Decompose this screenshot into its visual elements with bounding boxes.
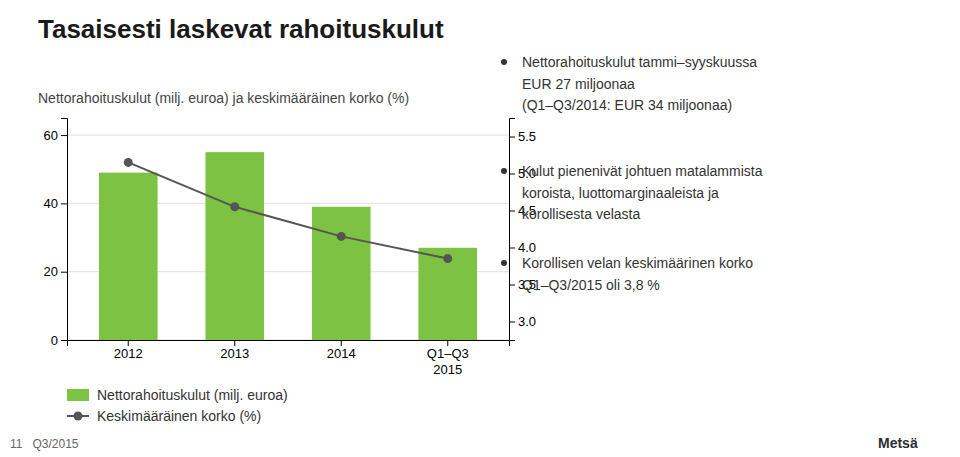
bullet-dot [501, 168, 507, 174]
tick-label-line: 2012 [114, 346, 143, 361]
tick: 5.5 [509, 129, 536, 144]
tick-mark [447, 340, 448, 346]
bullet-text: Korollisen velan keskimäärinen korko Q1–Q… [522, 255, 753, 293]
axis-line [68, 341, 510, 347]
tick-label-line: 2015 [433, 362, 462, 377]
tick-mark [509, 211, 515, 212]
tick-label-line: Q1–Q3 [427, 346, 469, 361]
bullet-text: Nettorahoituskulut tammi–syyskuussa EUR 2… [522, 54, 757, 113]
legend-swatch [67, 389, 89, 401]
tick: 20 [44, 264, 67, 279]
bar-series [99, 152, 477, 340]
tick-label: 60 [44, 128, 58, 143]
tick: 3.0 [509, 314, 536, 329]
tick-mark [128, 340, 129, 346]
marker [124, 158, 133, 167]
tick-mark [61, 340, 67, 341]
marker [443, 254, 452, 263]
bullet-line: (Q1–Q3/2014: EUR 34 miljoonaa) [522, 97, 732, 113]
tick: 40 [44, 196, 67, 211]
grid-line [67, 135, 509, 136]
legend-item: Keskimääräinen korko (%) [67, 408, 261, 424]
bar [99, 173, 158, 340]
axis: 2012 2013 2014 Q1–Q32015 [68, 340, 510, 377]
tick-label: 20 [44, 264, 58, 279]
bullet-line: Nettorahoituskulut tammi–syyskuussa [522, 54, 757, 70]
tick-mark [234, 340, 235, 346]
bar [312, 207, 371, 340]
tick-label: 0 [51, 333, 58, 348]
tick-label: 40 [44, 196, 58, 211]
bullet-line: koroista, luottomarginaaleista ja [522, 185, 719, 201]
tick-label-line: 2013 [220, 346, 249, 361]
tick-label: Q1–Q32015 [427, 346, 469, 377]
tick: 0 [51, 333, 67, 348]
legend-label: Keskimääräinen korko (%) [97, 408, 261, 424]
legend-item: Nettorahoituskulut (milj. euroa) [67, 387, 288, 403]
tick-label: 2014 [327, 346, 356, 361]
tick-label: 5.5 [518, 129, 536, 144]
marker [230, 202, 239, 211]
bullet-line: korollisesta velasta [522, 206, 640, 222]
tick-mark [509, 322, 515, 323]
line [128, 162, 448, 258]
marker [337, 232, 346, 241]
tick-label: 4.0 [518, 240, 536, 255]
logo-text: Metsä [878, 435, 918, 451]
tick-mark [341, 340, 342, 346]
bullet-line: EUR 27 miljoonaa [522, 76, 635, 92]
axis-line [61, 119, 68, 341]
axis: 3.03.54.04.55.05.5 [509, 119, 536, 341]
tick-mark [509, 137, 515, 138]
plot-area [99, 152, 477, 340]
tick-mark [509, 248, 515, 249]
tick: 60 [44, 128, 67, 143]
line-series [124, 158, 453, 263]
bar [205, 152, 264, 340]
subtitle: Nettorahoituskulut (milj. euroa) ja kesk… [38, 90, 409, 106]
bullet-dot [501, 260, 507, 266]
bullet-line: Korollisen velan keskimäärinen korko [522, 255, 753, 271]
bullet-line: Q1–Q3/2015 oli 3,8 % [522, 277, 660, 293]
tick: 2013 [220, 340, 249, 361]
tick-mark [61, 203, 67, 204]
title: Tasaisesti laskevat rahoituskulut [38, 14, 444, 44]
axis: 0 20 40 60 [44, 119, 68, 348]
tick-mark [61, 272, 67, 273]
tick: 4.0 [509, 240, 536, 255]
tick: Q1–Q32015 [427, 340, 469, 377]
bullet-text: Kulut pienenivät johtuen matalammista kor… [522, 163, 763, 222]
legend-label: Nettorahoituskulut (milj. euroa) [97, 387, 288, 403]
axis-line [510, 119, 516, 341]
chart: Tasaisesti laskevat rahoituskulut Nettora… [0, 0, 960, 457]
legend-marker [74, 412, 83, 421]
grid [67, 135, 509, 340]
tick: 2012 [114, 340, 143, 361]
bullet-dot [501, 59, 507, 65]
tick-label: 3.0 [518, 314, 536, 329]
bullet-line: Kulut pienenivät johtuen matalammista [522, 163, 763, 179]
tick: 2014 [327, 340, 356, 361]
tick-mark [509, 174, 515, 175]
tick-mark [509, 285, 515, 286]
tick-label-line: 2014 [327, 346, 356, 361]
footer: 11 Q3/2015 [10, 437, 79, 451]
legend: Nettorahoituskulut (milj. euroa) Keskimää… [67, 387, 288, 424]
tick-mark [61, 135, 67, 136]
bar [418, 248, 477, 340]
tick-label: 2013 [220, 346, 249, 361]
tick-label: 2012 [114, 346, 143, 361]
